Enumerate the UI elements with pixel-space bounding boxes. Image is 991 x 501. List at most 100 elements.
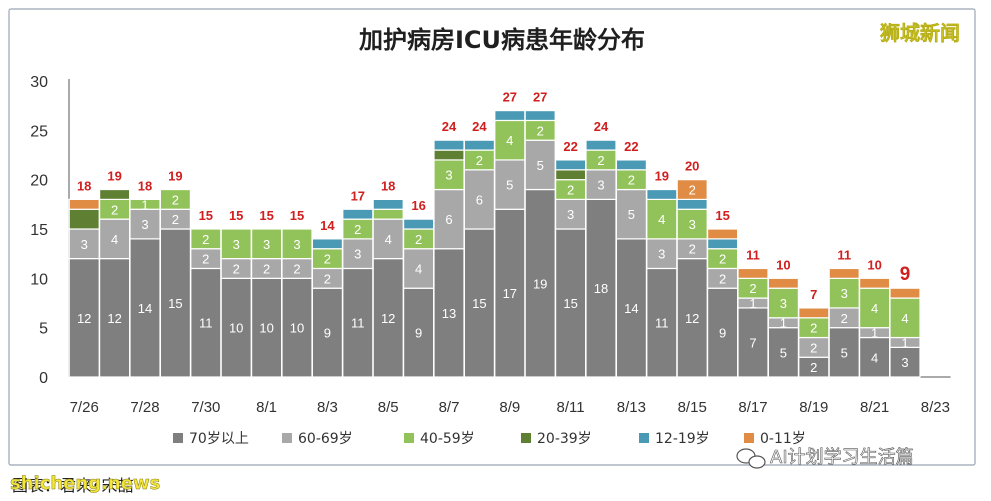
bar-segment [585,139,617,151]
bar-segment [554,159,587,171]
bar-segment [463,139,495,151]
bar-segment-label: 3 [263,237,270,252]
bar-segment-label: 1 [780,316,787,331]
bar-segment [828,327,860,378]
legend-label: 20-39岁 [537,431,592,447]
bar-segment [281,277,313,378]
bar-segment-label: 5 [506,178,513,193]
x-tick-label: 8/9 [499,399,520,416]
bar-segment-label: 5 [841,345,848,360]
bar-segment-label: 2 [719,271,726,286]
x-tick-label: 8/1 [256,399,277,416]
bar-segment-label: 3 [445,168,452,183]
legend-label: 70岁以上 [189,431,249,447]
legend-swatch [744,433,754,443]
bar-total-label: 15 [715,208,729,223]
bar-segment [615,188,648,240]
bar-total-label: 9 [900,264,911,285]
bar-segment [311,238,343,250]
x-tick-label: 8/13 [617,399,646,416]
bar-segment-label: 2 [111,202,118,217]
bar-segment [463,169,495,230]
bar-total-label: 22 [624,139,638,154]
bar-total-label: 19 [168,169,182,184]
y-tick-label: 10 [30,271,48,288]
bar-segment-label: 10 [229,321,243,336]
bar-segment-label: 4 [111,232,118,247]
bar-segment [554,228,587,378]
bar-segment-label: 15 [472,296,486,311]
x-tick-label: 8/23 [921,399,950,416]
x-tick-label: 7/26 [70,399,99,416]
y-tick-label: 30 [30,74,48,91]
bar-segment [251,277,283,378]
x-tick-label: 8/17 [738,399,767,416]
bar-segment-label: 2 [263,261,270,276]
bar-segment [68,228,100,260]
x-tick-label: 7/28 [130,399,159,416]
bar-segment-label: 3 [689,217,696,232]
bar-total-label: 19 [655,169,669,184]
bar-segment-label: 15 [168,296,182,311]
bar-segment-label: 7 [749,335,756,350]
bar-segment [524,188,556,378]
bar-segment-label: 4 [658,212,665,227]
bar-segment-label: 2 [810,321,817,336]
bar-segment-label: 12 [77,311,91,326]
bar-segment-label: 14 [624,301,638,316]
bar-segment-label: 12 [685,311,699,326]
bar-segment-label: 13 [442,306,456,321]
bar-total-label: 10 [867,257,881,272]
bar-total-label: 27 [503,90,517,105]
bar-segment [828,267,860,279]
bar-segment-label: 2 [841,311,848,326]
bar-segment [554,169,587,181]
y-tick-label: 0 [39,370,48,387]
bar-segment [494,208,526,378]
legend-item: 60-69岁 [282,431,353,447]
bar-segment [646,188,678,201]
bar-segment-label: 2 [810,340,817,355]
bar-total-label: 22 [563,139,577,154]
bar-segment-label: 1 [871,326,878,341]
wechat-watermark: AI计划学习生活篇 [736,447,914,469]
bar-segment [676,198,708,210]
bar-segment [98,188,131,201]
bar-segment-label: 15 [563,296,577,311]
brand-logo-text: 狮城新闻 [880,21,960,45]
chart-credit: 图表：君来•宋喆 [12,476,133,495]
bar-segment [372,218,404,260]
watermark-left: shicheng.news [10,473,160,494]
bar-segment-label: 2 [172,212,179,227]
bar-segment-label: 4 [506,133,513,148]
bar-total-label: 19 [107,169,121,184]
bar-total-label: 7 [810,287,817,302]
y-tick-label: 5 [39,321,48,338]
legend-item: 40-59岁 [404,431,475,447]
bar-segment [858,277,891,289]
legend-swatch [521,433,531,443]
bar-segment-label: 3 [293,237,300,252]
bar-segment-label: 2 [597,153,604,168]
bar-total-label: 15 [259,208,273,223]
bar-segment-label: 2 [172,192,179,207]
bar-segment [220,277,252,378]
bar-segment [129,238,161,378]
y-tick-label: 25 [30,123,48,140]
bar-segment-label: 19 [533,276,547,291]
bar-total-label: 16 [411,198,425,213]
bar-segment-label: 2 [689,242,696,257]
legend-item: 20-39岁 [521,431,592,447]
bar-segment-label: 10 [259,321,273,336]
x-tick-label: 8/21 [860,399,889,416]
x-tick-label: 8/19 [799,399,828,416]
bar-segment-label: 2 [202,232,209,247]
bar-segment-label: 12 [107,311,121,326]
bar-total-label: 11 [746,247,760,262]
x-tick-label: 8/15 [678,399,707,416]
bar-segment [68,198,100,210]
bar-segment-label: 18 [594,281,608,296]
bar-segment-label: 2 [354,222,361,237]
bar-segment-label: 2 [324,252,331,267]
bar-total-label: 15 [290,208,304,223]
